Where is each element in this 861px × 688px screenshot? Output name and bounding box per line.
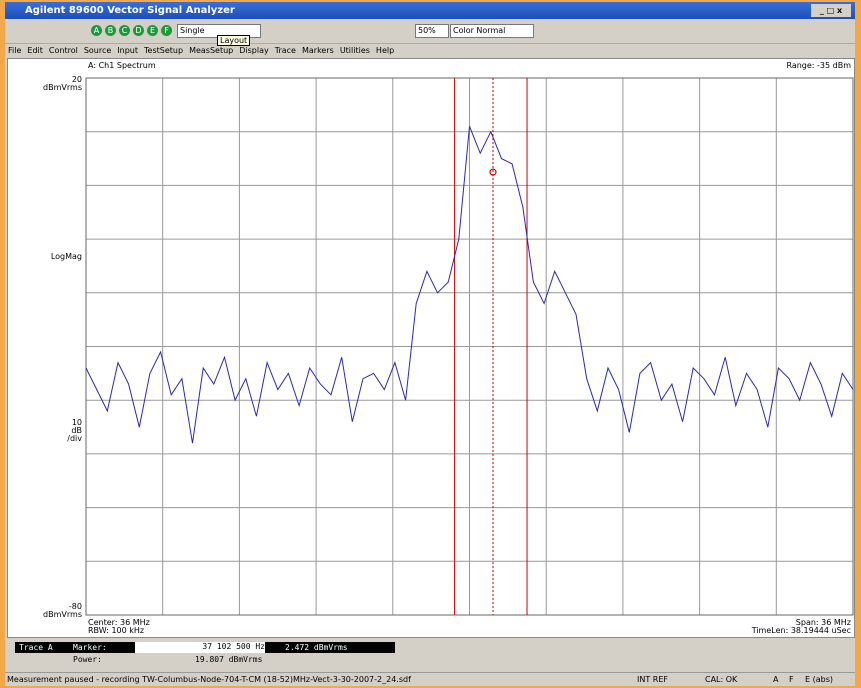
marker-value: 2.472 dBmVrms <box>285 643 348 652</box>
power-value: 19.807 dBmVrms <box>195 655 263 664</box>
y-tick-label: 20 <box>72 75 82 84</box>
marker-label: Marker: <box>73 643 107 652</box>
range-label: Range: -35 dBm <box>786 61 851 70</box>
trace-label: Trace A <box>19 643 53 652</box>
footer-right: Span: 36 MHz <box>796 618 851 627</box>
marker <box>489 168 497 176</box>
menu-bar: File Edit Control Source Input TestSetup MeasS… <box>5 44 855 58</box>
footer-left: Center: 36 MHz <box>88 618 150 627</box>
menu-item[interactable]: Utilities <box>339 46 370 55</box>
spectrum-chart: A: Ch1 Spectrum Range: -35 dBm20dBmVrms-8… <box>43 61 854 635</box>
flag: E (abs) <box>805 675 833 684</box>
scale-label: dB <box>71 426 82 435</box>
y-unit: dBmVrms <box>43 83 82 92</box>
channel-button[interactable]: A <box>91 25 102 36</box>
footer-right: TimeLen: 38.19444 uSec <box>751 626 851 635</box>
window-title: Agilent 89600 Vector Signal Analyzer <box>25 5 235 16</box>
menu-item[interactable]: Help <box>375 46 395 55</box>
footer-left: RBW: 100 kHz <box>88 626 144 635</box>
channel-button[interactable]: E <box>147 25 158 36</box>
channel-button[interactable]: B <box>105 25 116 36</box>
menu-item[interactable]: Markers <box>301 46 334 55</box>
toolbar: Layout A B C D E F Single 50% Color Normal <box>5 19 855 46</box>
zoom-select[interactable]: 50% <box>415 24 449 38</box>
channel-button[interactable]: D <box>133 25 144 36</box>
menu-item[interactable]: TestSetup <box>144 46 184 55</box>
status-bar: Measurement paused - recording TW-Columb… <box>5 672 855 686</box>
menu-item[interactable]: File <box>8 46 22 55</box>
plot-frame <box>85 77 854 616</box>
status-message: Measurement paused - recording TW-Columb… <box>7 675 411 684</box>
menu-item[interactable]: Edit <box>27 46 43 55</box>
menu-item[interactable]: Control <box>48 46 78 55</box>
plot-panel: A: Ch1 Spectrum Range: -35 dBm 20 dBmVrms -8… <box>7 58 855 638</box>
menu-item[interactable]: Source <box>83 46 112 55</box>
scale-label: /div <box>67 434 82 443</box>
channel-button[interactable]: F <box>161 25 172 36</box>
scale-label: 10 <box>72 418 82 427</box>
flag: F <box>789 675 794 684</box>
power-row <box>15 654 395 665</box>
trace <box>85 126 854 444</box>
marker-panel: Trace A Marker: 37 102 500 Hz 2.472 dBmV… <box>15 640 405 670</box>
menu-item[interactable]: Display <box>239 46 269 55</box>
menu-item[interactable]: Input <box>117 46 139 55</box>
menu-item[interactable]: Trace <box>274 46 296 55</box>
menu-item[interactable]: MeasSetup <box>189 46 234 55</box>
window-controls[interactable]: _ □ x <box>811 4 851 17</box>
cal-status: CAL: OK <box>705 675 738 684</box>
channel-button[interactable]: C <box>119 25 130 36</box>
tooltip: Layout <box>217 35 251 46</box>
color-select[interactable]: Color Normal <box>450 24 534 38</box>
ref-status: INT REF <box>637 675 668 684</box>
flag: A <box>773 675 779 684</box>
y-format: LogMag <box>51 252 82 261</box>
y-unit: dBmVrms <box>43 610 82 619</box>
title-bar: Agilent 89600 Vector Signal Analyzer _ □ … <box>5 2 855 19</box>
y-tick-label: -80 <box>69 602 82 611</box>
power-label: Power: <box>73 655 102 664</box>
window: Agilent 89600 Vector Signal Analyzer _ □ … <box>5 2 855 686</box>
chart-title: A: Ch1 Spectrum <box>88 61 156 70</box>
marker-frequency: 37 102 500 Hz <box>135 642 265 653</box>
